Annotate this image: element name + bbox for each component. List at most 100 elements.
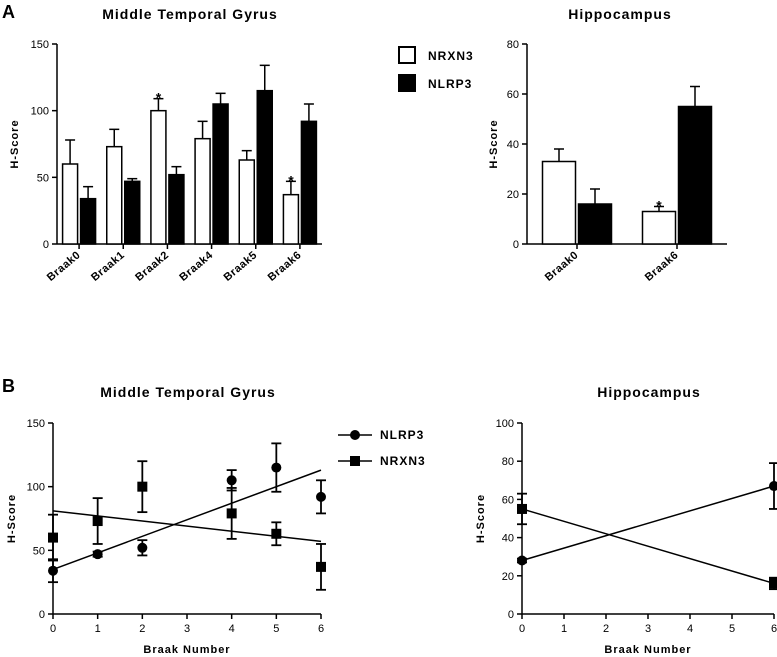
chart-title: Middle Temporal Gyrus: [102, 6, 278, 22]
y-axis-label: H-Score: [6, 494, 18, 543]
point-nlrp3: [517, 555, 527, 566]
x-tick-label: 4: [687, 623, 693, 635]
bar-nrxn3: [641, 210, 677, 245]
legend-nrxn3-label: NRXN3: [428, 49, 474, 63]
bar-nlrp3: [677, 105, 713, 245]
x-axis-label: Braak Number: [604, 644, 691, 656]
chart-b-hippocampus: Hippocampus 0 20 40 60 80 100 H-Score 0 1 2 3 4 5 6 Bra…: [475, 384, 777, 656]
y-tick-label: 0: [39, 609, 45, 621]
panel-label-b: B: [2, 376, 15, 396]
x-tick-label: 1: [95, 623, 101, 635]
bar-nrxn3: [541, 160, 577, 245]
point-nlrp3: [137, 542, 148, 553]
significance-star: *: [288, 172, 294, 188]
x-tick-label: Braak5: [222, 249, 260, 284]
y-tick-label: 60: [507, 89, 519, 101]
y-tick-label: 20: [507, 189, 519, 201]
y-tick-label: 0: [513, 239, 519, 251]
x-tick-label: 1: [561, 623, 567, 635]
x-tick-label: 5: [729, 623, 735, 635]
legend-a: NRXN3 NLRP3: [398, 46, 474, 92]
significance-star: *: [656, 198, 662, 214]
bar-nrxn3: [282, 193, 300, 245]
x-tick-label: Braak6: [266, 249, 304, 284]
bar-nlrp3: [212, 103, 229, 245]
point-nrxn3: [137, 481, 148, 492]
y-tick-label: 80: [502, 456, 514, 468]
x-tick-label: 6: [318, 623, 324, 635]
y-tick-label: 20: [502, 571, 514, 583]
y-tick-label: 50: [33, 545, 45, 557]
chart-title: Middle Temporal Gyrus: [100, 384, 276, 400]
x-tick-label: 4: [229, 623, 235, 635]
bar-nlrp3: [300, 120, 318, 245]
y-tick-label: 150: [27, 418, 45, 430]
x-tick-label: 2: [603, 623, 609, 635]
legend-nlrp3-marker: [350, 430, 360, 440]
x-tick-label: Braak0: [543, 249, 581, 284]
legend-b: NLRP3 NRXN3: [338, 428, 426, 468]
x-tick-label: Braak6: [643, 249, 681, 284]
legend-nrxn3-label: NRXN3: [380, 454, 426, 468]
point-nrxn3: [92, 516, 103, 527]
y-tick-label: 100: [496, 418, 514, 430]
y-tick-label: 100: [31, 106, 49, 118]
x-tick-label: 3: [645, 623, 651, 635]
point-nrxn3: [769, 578, 777, 589]
chart-a-middle-temporal-gyrus: Middle Temporal Gyrus 0 50 100 150 H-Score Bra…: [9, 6, 322, 284]
y-tick-label: 40: [507, 139, 519, 151]
point-nlrp3: [226, 475, 237, 486]
y-tick-label: 150: [31, 39, 49, 51]
x-tick-label: 0: [519, 623, 525, 635]
point-nlrp3: [48, 565, 58, 576]
panel-label-a: A: [2, 2, 15, 22]
legend-nrxn3-swatch: [398, 46, 416, 64]
x-tick-label: 3: [184, 623, 190, 635]
y-tick-label: 40: [502, 533, 514, 545]
bar-nlrp3: [79, 197, 97, 245]
bar-nrxn3: [238, 159, 255, 245]
y-axis-label: H-Score: [488, 119, 500, 168]
y-tick-label: 60: [502, 494, 514, 506]
fit-line-nlrp3: [521, 485, 775, 562]
point-nrxn3: [226, 508, 237, 519]
bar-nrxn3: [150, 109, 167, 245]
x-tick-label: 2: [139, 623, 145, 635]
bar-nlrp3: [168, 173, 185, 245]
x-tick-label: Braak0: [45, 249, 83, 284]
chart-a-hippocampus: Hippocampus 0 20 40 60 80 H-Score Braak0 Braak6 *: [488, 6, 727, 284]
x-tick-label: Braak2: [133, 249, 171, 284]
fit-line-nrxn3: [521, 508, 775, 585]
bar-nlrp3: [256, 89, 273, 245]
y-tick-label: 100: [27, 482, 45, 494]
bar-nrxn3: [61, 163, 79, 245]
bar-nrxn3: [106, 145, 123, 245]
bar-nrxn3: [194, 137, 211, 245]
y-tick-label: 50: [37, 172, 49, 184]
y-axis-label: H-Score: [475, 494, 487, 543]
point-nrxn3: [48, 532, 58, 543]
legend-nlrp3-swatch: [398, 74, 416, 92]
chart-title: Hippocampus: [568, 6, 672, 22]
x-axis-label: Braak Number: [143, 644, 230, 656]
legend-nrxn3-marker: [350, 456, 360, 466]
y-tick-label: 0: [508, 609, 514, 621]
significance-star: *: [156, 90, 162, 106]
point-nlrp3: [769, 481, 777, 492]
point-nlrp3: [92, 549, 103, 560]
y-tick-label: 80: [507, 39, 519, 51]
chart-title: Hippocampus: [597, 384, 701, 400]
point-nlrp3: [316, 491, 326, 502]
chart-b-middle-temporal-gyrus: Middle Temporal Gyrus 0 50 100 150 H-Score 0 1 2…: [6, 384, 326, 656]
x-tick-label: Braak4: [177, 249, 215, 284]
point-nrxn3: [271, 528, 282, 539]
x-tick-label: Braak1: [89, 249, 127, 284]
y-axis-label: H-Score: [9, 119, 21, 168]
point-nrxn3: [316, 561, 326, 572]
legend-nlrp3-label: NLRP3: [380, 428, 424, 442]
point-nlrp3: [271, 462, 282, 473]
x-tick-label: 0: [50, 623, 56, 635]
legend-nlrp3-label: NLRP3: [428, 77, 472, 91]
y-tick-label: 0: [43, 239, 49, 251]
